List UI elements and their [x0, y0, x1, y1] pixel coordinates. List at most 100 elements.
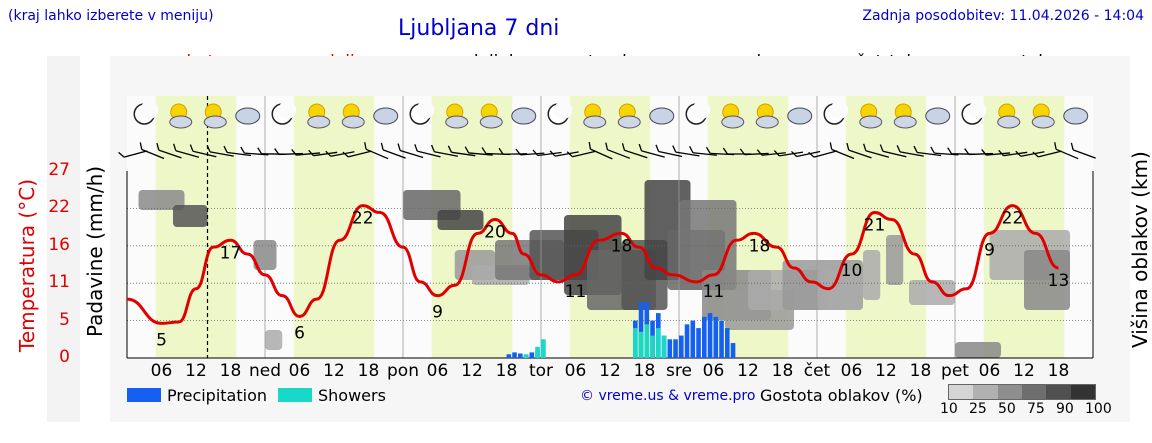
- wind-barb-icon: [240, 146, 269, 156]
- temperature-tick-label: 5: [59, 309, 70, 330]
- wind-barb-icon: [308, 149, 338, 157]
- wind-barb-icon: [808, 150, 838, 158]
- x-tick-label: sre: [666, 361, 692, 381]
- wind-barb-icon: [1070, 142, 1096, 159]
- sun-cloud-icon: [859, 103, 883, 129]
- sun-cloud-icon: [755, 103, 779, 129]
- temperature-tick-label: 11: [48, 272, 70, 293]
- x-tick-label: 12: [599, 361, 621, 381]
- temperature-line: [126, 204, 1060, 325]
- sun-cloud-icon: [479, 103, 503, 129]
- moon-icon: [685, 101, 711, 125]
- temperature-min-label: 6: [294, 323, 305, 343]
- x-tick-label: čet: [804, 361, 831, 381]
- precipitation-bar: [667, 339, 673, 358]
- precipitation-bar: [725, 328, 730, 358]
- temperature-tick-label: 0: [59, 347, 70, 367]
- cloud-icon: [649, 107, 675, 125]
- wind-barb-icon: [532, 149, 562, 157]
- x-tick-label: 06: [703, 361, 725, 381]
- temperature-max-label: 22: [352, 209, 374, 229]
- sun-cloud-icon: [997, 103, 1021, 129]
- wind-barb-icon: [414, 144, 441, 158]
- wind-barb-icon: [739, 148, 769, 156]
- wind-barb-icon: [291, 149, 321, 156]
- temperature-tick-label: 22: [48, 197, 70, 218]
- wind-barb-icon: [274, 148, 303, 156]
- wind-barb-icon: [913, 145, 942, 157]
- wind-barb-icon: [498, 147, 528, 155]
- wind-barb-icon: [964, 148, 993, 156]
- precipitation-bar: [707, 313, 713, 358]
- wind-barb-icon: [756, 149, 786, 156]
- x-tick-label: 06: [979, 361, 1001, 381]
- wind-barb-icon: [515, 148, 545, 156]
- precipitation-bar: [719, 320, 724, 358]
- daylight-band: [293, 96, 375, 358]
- wind-barb-icon: [1032, 150, 1062, 158]
- wind-barb-icon: [930, 146, 959, 156]
- wind-barb-icon: [549, 150, 579, 157]
- x-axis-ticks: 06 12 18 ned 06 12 18 pon 06 12 18 tor 06 12 18 sre 06 12…: [151, 361, 1070, 381]
- moon-icon: [133, 101, 159, 125]
- x-tick-label: 06: [151, 361, 173, 381]
- cloud-icon: [511, 107, 537, 125]
- wind-barb-icon: [1015, 150, 1045, 157]
- wind-barbs-row: [118, 141, 1096, 160]
- x-tick-label: 18: [634, 361, 656, 381]
- precipitation-legend-label: Precipitation: [167, 386, 268, 405]
- showers-bar: [523, 354, 529, 358]
- sun-cloud-icon: [307, 103, 331, 129]
- wind-barb-icon: [342, 150, 372, 158]
- wind-barb-icon: [447, 145, 476, 157]
- precipitation-bar: [512, 352, 517, 358]
- wind-barb-icon: [879, 144, 907, 158]
- wind-barb-icon: [638, 143, 665, 158]
- x-tick-label: 12: [737, 361, 759, 381]
- moon-icon: [271, 101, 297, 125]
- wind-barb-icon: [896, 145, 924, 157]
- showers-legend-label: Showers: [318, 386, 386, 405]
- cloud-density-scale: [948, 384, 1096, 400]
- cloud-density-patch: [817, 270, 863, 310]
- precipitation-bar: [730, 343, 736, 358]
- precipitation-bars: [506, 301, 736, 358]
- weather-icons-row: [133, 101, 1089, 129]
- precipitation-bar: [506, 354, 512, 358]
- copyright[interactable]: © vreme.us & vreme.pro: [580, 388, 756, 404]
- moon-icon: [823, 101, 849, 125]
- x-tick-label: pet: [941, 361, 969, 381]
- x-tick-label: 18: [772, 361, 794, 381]
- left-side-panel: [47, 56, 80, 422]
- precipitation-bar: [713, 316, 719, 358]
- x-tick-label: pon: [387, 361, 419, 381]
- wind-barb-icon: [605, 142, 631, 159]
- sun-cloud-icon: [1031, 103, 1055, 129]
- page-title: Ljubljana 7 dni: [398, 16, 560, 41]
- cloud-density-label: Gostota oblakov (%): [760, 386, 923, 405]
- temperature-max-label: 17: [220, 243, 242, 263]
- wind-barb-icon: [380, 142, 406, 159]
- x-tick-label: tor: [529, 361, 553, 381]
- cloud-icon: [1063, 107, 1089, 125]
- x-tick-label: 06: [427, 361, 449, 381]
- precipitation-bar: [518, 353, 523, 358]
- sun-cloud-icon: [893, 103, 917, 129]
- temperature-labels: 5 6 9 11 11 10 9 17 22 20 18 18 21 22 13: [156, 209, 1069, 351]
- wind-barb-icon: [156, 142, 182, 159]
- x-tick-label: 18: [910, 361, 932, 381]
- daylight-band: [845, 96, 927, 358]
- precipitation-bar: [684, 324, 690, 358]
- cloud-density-tick: 10: [940, 401, 958, 417]
- cloud-density-swatch: [1021, 385, 1047, 399]
- cloud-density-patch: [909, 280, 955, 305]
- cloud-density-swatch: [1070, 385, 1095, 399]
- wind-barb-icon: [118, 150, 148, 158]
- showers-bar: [644, 324, 650, 358]
- wind-barb-icon: [863, 143, 890, 158]
- cloud-density-patch: [863, 250, 881, 300]
- wind-barb-icon: [791, 150, 821, 158]
- wind-barb-icon: [223, 145, 252, 157]
- x-tick-label: 18: [1048, 361, 1070, 381]
- temperature-min-label: 11: [703, 282, 725, 302]
